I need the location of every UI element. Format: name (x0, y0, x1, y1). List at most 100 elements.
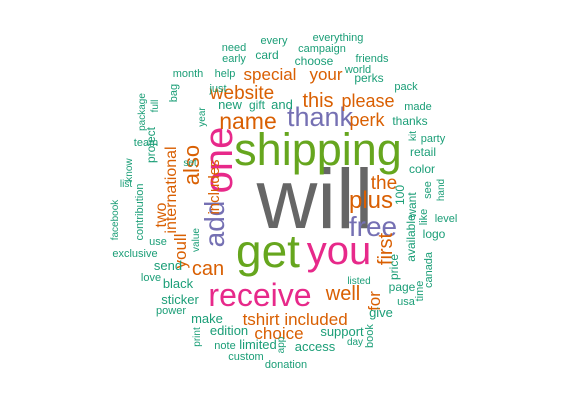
word-name: name (219, 108, 277, 134)
word-like: like (418, 209, 430, 226)
word-page: page (389, 280, 416, 294)
word-perk: perk (349, 110, 385, 130)
word-international: international (163, 146, 180, 233)
word-youll: youll (171, 234, 190, 269)
word-choice: choice (254, 324, 303, 343)
word-campaign: campaign (298, 43, 346, 55)
word-app: app (276, 336, 287, 353)
word-limited: limited (239, 337, 277, 352)
word-thank: thank (287, 102, 354, 132)
word-everything: everything (313, 32, 364, 44)
word-retail: retail (410, 145, 436, 159)
word-early: early (222, 53, 246, 65)
word-give: give (369, 305, 393, 320)
word-make: make (191, 311, 223, 326)
word-send: send (154, 258, 182, 273)
word-two: two (153, 202, 170, 227)
word-help: help (215, 68, 236, 80)
word-special: special (244, 65, 297, 84)
word-exclusive: exclusive (112, 248, 157, 260)
word-power: power (156, 305, 186, 317)
word-time: time (414, 281, 426, 302)
word-set: set (183, 158, 197, 169)
word-kit: kit (408, 131, 419, 141)
word-world: world (344, 64, 371, 76)
word-see: see (422, 181, 434, 199)
word-package: package (137, 93, 148, 131)
word-contribution: contribution (134, 184, 146, 241)
word-want: want (405, 192, 419, 219)
word-also: also (179, 145, 204, 185)
word-please: please (341, 91, 394, 111)
word-color: color (409, 162, 435, 176)
word-add: add (199, 201, 230, 248)
word-card: card (255, 48, 278, 62)
word-thanks: thanks (392, 114, 427, 128)
word-print: print (192, 327, 203, 347)
word-you: you (307, 229, 372, 273)
word-pack: pack (394, 81, 418, 93)
word-well: well (325, 283, 360, 305)
word-canada: canada (423, 251, 435, 288)
word-know: know (124, 158, 135, 182)
word-first: first (375, 232, 397, 265)
word-this: this (302, 90, 333, 112)
word-use: use (149, 236, 167, 248)
word-gift: gift (249, 98, 266, 112)
word-level: level (435, 213, 458, 225)
word-new: new (218, 97, 242, 112)
word-edition: edition (210, 323, 248, 338)
word-shipping: shipping (234, 124, 402, 175)
word-plus: plus (349, 187, 393, 214)
word-love: love (141, 272, 161, 284)
word-perks: perks (354, 71, 383, 85)
word-price: price (387, 254, 401, 280)
word-receive: receive (208, 277, 311, 313)
word-project: project (144, 126, 158, 163)
word-just: just (208, 83, 226, 95)
word-year: year (197, 107, 208, 127)
word-month: month (173, 68, 204, 80)
word-and: and (271, 97, 293, 112)
word-support: support (320, 324, 364, 339)
word-choose: choose (295, 54, 334, 68)
word-donation: donation (265, 359, 307, 371)
word-made: made (404, 101, 432, 113)
word-get: get (236, 225, 300, 277)
word-book: book (364, 324, 376, 348)
word-every: every (261, 35, 288, 47)
word-need: need (222, 42, 246, 54)
word-party: party (421, 133, 446, 145)
word-one: one (197, 127, 241, 194)
word-access: access (295, 339, 336, 354)
word-value: value (191, 228, 202, 252)
word-available: available (404, 214, 418, 262)
word-included: included (284, 310, 347, 329)
word-usa: usa (397, 296, 416, 308)
word-facebook: facebook (110, 199, 121, 241)
word-sticker: sticker (161, 292, 199, 307)
word-note: note (214, 340, 235, 352)
word-hand: hand (436, 179, 447, 201)
word-can: can (192, 258, 224, 280)
word-for: for (365, 291, 384, 311)
word-free: free (349, 211, 397, 242)
word-logo: logo (423, 227, 446, 241)
word-list: list (120, 179, 132, 190)
word-full: full (150, 100, 161, 113)
word-bag: bag (168, 84, 180, 102)
word-100: 100 (393, 185, 407, 205)
word-will: will (256, 152, 374, 246)
word-team: team (134, 137, 158, 149)
word-listed: listed (347, 276, 370, 287)
word-your: your (309, 65, 342, 84)
word-the: the (371, 173, 397, 194)
word-includes: includes (206, 159, 223, 214)
word-tshirt: tshirt (243, 310, 280, 329)
word-friends: friends (355, 53, 389, 65)
word-black: black (163, 276, 194, 291)
word-day: day (347, 337, 363, 348)
word-website: website (209, 83, 274, 104)
